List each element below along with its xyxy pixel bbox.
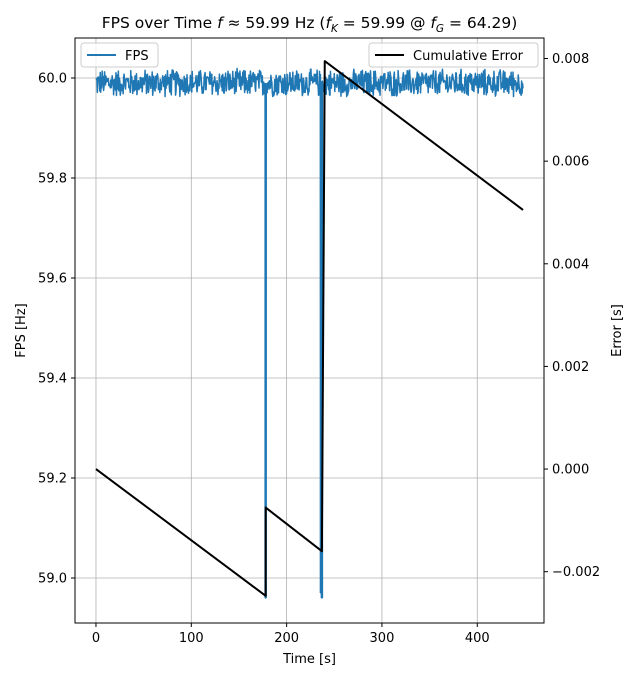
x-tick-label: 0 — [92, 631, 100, 646]
y-right-tick-label: 0.000 — [552, 463, 589, 478]
legend-error-label: Cumulative Error — [413, 49, 524, 64]
y-left-tick-label: 59.6 — [38, 272, 67, 287]
y-left-tick-label: 59.4 — [38, 372, 67, 387]
title-fg-sub: G — [436, 23, 444, 35]
y-left-tick-label: 59.8 — [38, 172, 67, 187]
fps-series — [95, 67, 524, 599]
plot-frame — [74, 37, 545, 624]
fps-line — [95, 67, 524, 599]
title-fk-sub: K — [331, 23, 339, 35]
y-right-tick-label: −0.002 — [552, 565, 600, 580]
title-suffix: = 64.29) — [444, 14, 517, 32]
legend-fps: FPS — [80, 42, 159, 68]
x-tick-label: 300 — [370, 631, 395, 646]
y-axis-right: −0.002 0.000 0.002 0.004 0.006 0.008 — [544, 52, 600, 580]
title-prefix: FPS over Time — [102, 14, 217, 32]
y-right-tick-label: 0.002 — [552, 360, 589, 375]
y-axis-left-label: FPS [Hz] — [14, 303, 29, 357]
title-fg: f — [430, 14, 438, 32]
x-axis-label: Time [s] — [282, 652, 336, 667]
y-axis-left: 59.0 59.2 59.4 59.6 59.8 60.0 — [38, 72, 75, 587]
x-axis: 0 100 200 300 400 — [92, 623, 490, 646]
legend-fps-box — [80, 42, 159, 68]
title-approx: ≈ 59.99 Hz ( — [223, 14, 326, 32]
y-axis-right-label: Error [s] — [610, 304, 625, 357]
cumulative-error-line — [95, 60, 524, 597]
x-tick-label: 100 — [179, 631, 204, 646]
y-left-tick-label: 59.0 — [38, 572, 67, 587]
y-right-tick-label: 0.006 — [552, 155, 589, 170]
x-tick-label: 400 — [465, 631, 490, 646]
legend-error: Cumulative Error — [368, 42, 539, 68]
y-left-tick-label: 60.0 — [38, 72, 67, 87]
title-fk: f — [325, 14, 333, 32]
error-series — [95, 60, 524, 597]
title-f: f — [217, 14, 225, 32]
legend-error-box — [368, 42, 539, 68]
x-tick-label: 200 — [274, 631, 299, 646]
legend-fps-label: FPS — [125, 49, 149, 64]
grid — [75, 38, 544, 623]
title-mid: = 59.99 @ — [338, 14, 431, 32]
chart-title: FPS over Time f ≈ 59.99 Hz (fK = 59.99 @… — [102, 14, 518, 35]
y-right-tick-label: 0.004 — [552, 257, 589, 272]
y-left-tick-label: 59.2 — [38, 472, 67, 487]
y-right-tick-label: 0.008 — [552, 52, 589, 67]
